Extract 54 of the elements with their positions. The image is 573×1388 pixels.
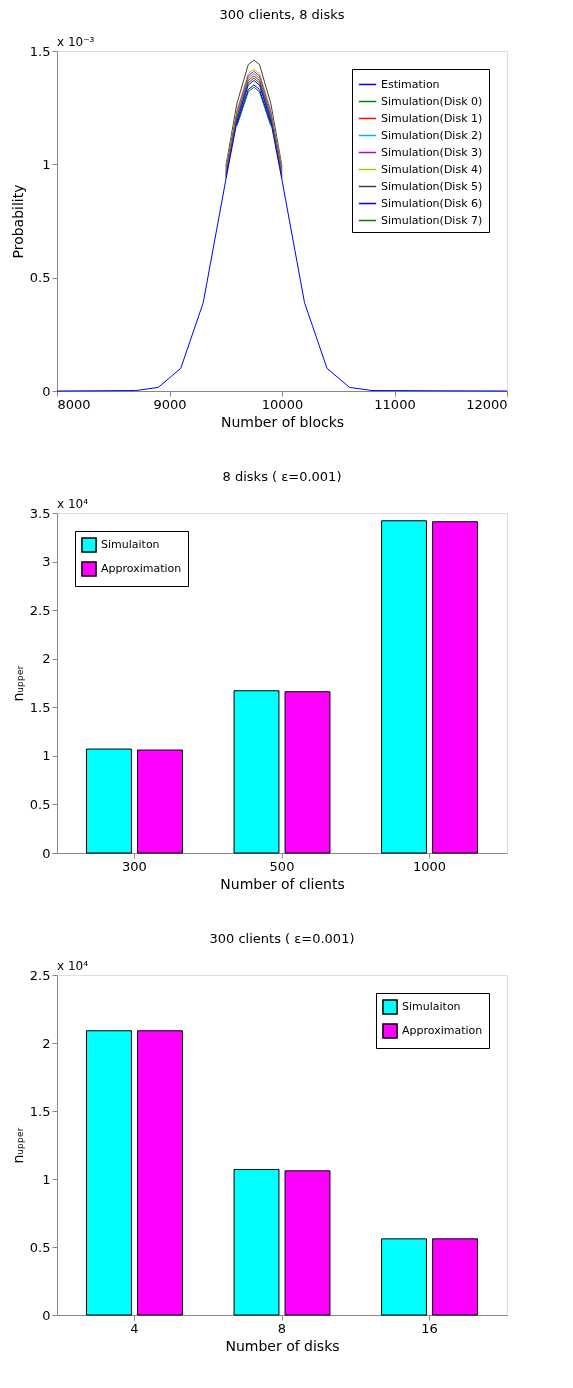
y-axis-title: nᵤₚₚₑᵣ bbox=[9, 665, 26, 702]
y-tick-label: 1 bbox=[42, 156, 51, 172]
y-axis-title: nᵤₚₚₑᵣ bbox=[9, 1127, 26, 1164]
legend-label: Simulation(Disk 2) bbox=[381, 128, 483, 142]
y-tick-label: 1 bbox=[42, 1171, 51, 1187]
legend-label: Simulaiton bbox=[101, 538, 160, 551]
chart-title: 8 disks ( ε=0.001) bbox=[222, 469, 342, 484]
y-axis-title: Probability bbox=[9, 184, 26, 259]
x-tick-label: 8 bbox=[277, 1320, 287, 1336]
y-tick-label: 3.5 bbox=[29, 505, 51, 521]
y-tick-label: 0 bbox=[42, 383, 51, 399]
y-tick-label: 2.5 bbox=[29, 602, 51, 618]
y-tick-label: 0.5 bbox=[29, 1239, 51, 1255]
y-tick-label: 2.5 bbox=[29, 967, 51, 983]
x-tick-label: 16 bbox=[421, 1320, 438, 1336]
y-tick-label: 1.5 bbox=[29, 699, 51, 715]
y-tick-label: 0 bbox=[42, 845, 51, 861]
y-tick-label: 0.5 bbox=[29, 796, 51, 812]
legend-label: Simulation(Disk 3) bbox=[381, 145, 483, 159]
x-tick-label: 10000 bbox=[261, 396, 304, 412]
legend-label: Approximation bbox=[402, 1024, 483, 1037]
text: x 10⁻³ bbox=[57, 35, 95, 49]
y-tick-label: 2 bbox=[42, 651, 51, 667]
legend-label: Approximation bbox=[101, 562, 182, 575]
legend-label: Simulation(Disk 0) bbox=[381, 94, 483, 108]
x-tick-label: 1000 bbox=[412, 858, 447, 874]
y-tick-label: 0.5 bbox=[29, 270, 51, 286]
chart-title: 300 clients ( ε=0.001) bbox=[209, 931, 355, 946]
x-tick-label: 11000 bbox=[374, 396, 416, 412]
legend-label: Simulation(Disk 7) bbox=[381, 213, 483, 227]
y-tick-label: 1 bbox=[42, 748, 51, 764]
x-axis-title: Number of disks bbox=[225, 1337, 340, 1354]
legend-label: Simulation(Disk 4) bbox=[381, 162, 483, 176]
x-tick-label: 8000 bbox=[57, 396, 91, 412]
x-axis-title: Number of clients bbox=[220, 875, 345, 892]
y-tick-label: 1.5 bbox=[29, 43, 51, 59]
chart-title: 300 clients, 8 disks bbox=[219, 7, 345, 22]
text: x 10⁴ bbox=[57, 959, 89, 973]
legend-label: Estimation bbox=[381, 77, 440, 91]
x-axis-title: Number of blocks bbox=[220, 413, 345, 430]
legend-label: Simulaiton bbox=[402, 1000, 461, 1013]
x-tick-label: 12000 bbox=[466, 396, 508, 412]
y-tick-label: 0 bbox=[42, 1307, 51, 1323]
y-tick-label: 3 bbox=[42, 554, 51, 570]
x-tick-label: 4 bbox=[130, 1320, 139, 1336]
x-tick-label: 9000 bbox=[153, 396, 187, 412]
text: x 10⁴ bbox=[57, 497, 89, 511]
legend-label: Simulation(Disk 1) bbox=[381, 111, 483, 125]
legend-label: Simulation(Disk 6) bbox=[381, 196, 483, 210]
y-tick-label: 1.5 bbox=[29, 1103, 51, 1119]
y-tick-label: 2 bbox=[42, 1035, 51, 1051]
x-tick-label: 300 bbox=[122, 858, 147, 874]
x-tick-label: 500 bbox=[269, 858, 295, 874]
legend-label: Simulation(Disk 5) bbox=[381, 179, 483, 193]
